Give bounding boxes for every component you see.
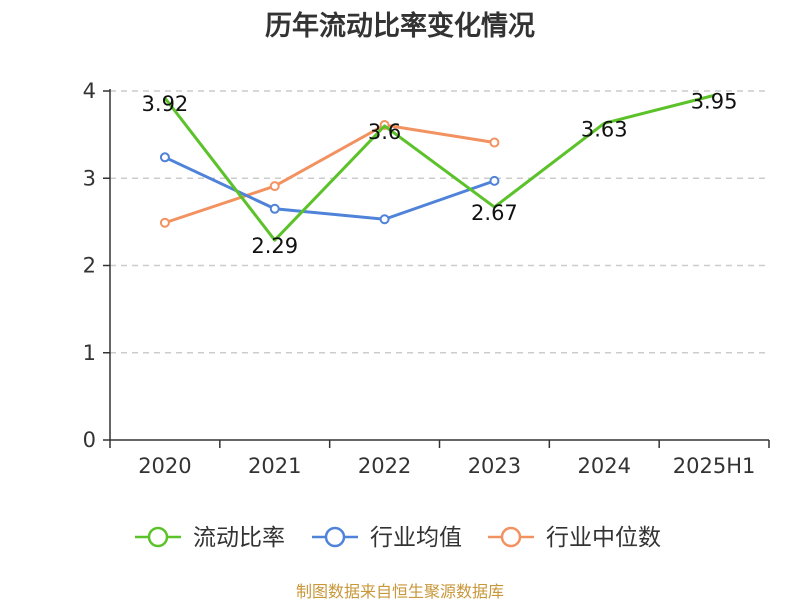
data-point bbox=[379, 214, 390, 225]
data-label: 3.95 bbox=[691, 89, 738, 113]
x-tick-label: 2021 bbox=[248, 454, 301, 478]
legend-label: 行业均值 bbox=[370, 525, 462, 551]
x-tick-label: 2025H1 bbox=[673, 454, 756, 478]
data-point bbox=[159, 152, 170, 163]
series-line-0 bbox=[163, 93, 715, 242]
legend-label: 行业中位数 bbox=[546, 525, 661, 551]
x-tick-label: 2022 bbox=[358, 454, 411, 478]
data-point bbox=[159, 217, 170, 228]
data-label: 2.29 bbox=[251, 234, 298, 258]
series-lines bbox=[159, 93, 715, 242]
y-tick-label: 1 bbox=[83, 341, 96, 365]
legend-swatch-marker bbox=[324, 526, 346, 548]
data-label: 3.6 bbox=[368, 120, 401, 144]
series-line-1 bbox=[164, 155, 495, 221]
data-label: 3.63 bbox=[581, 117, 628, 141]
data-point bbox=[489, 175, 500, 186]
y-tick-label: 0 bbox=[83, 428, 96, 452]
legend-label: 流动比率 bbox=[193, 525, 285, 551]
y-tick-label: 3 bbox=[83, 166, 96, 190]
x-tick-label: 2023 bbox=[468, 454, 521, 478]
legend-swatch-marker bbox=[500, 526, 522, 548]
series-line-2 bbox=[164, 123, 495, 225]
x-tick-label: 2024 bbox=[578, 454, 631, 478]
data-labels: 3.92 2.29 3.6 2.67 3.63 3.95 bbox=[142, 89, 738, 258]
data-point bbox=[489, 137, 500, 148]
data-label: 2.67 bbox=[471, 201, 518, 225]
data-point bbox=[269, 203, 280, 214]
legend-item[interactable]: 行业中位数 bbox=[488, 525, 661, 551]
chart-title: 历年流动比率变化情况 bbox=[265, 11, 535, 42]
legend-item[interactable]: 流动比率 bbox=[135, 525, 285, 551]
legend[interactable]: 流动比率 行业均值 行业中位数 bbox=[135, 525, 661, 551]
data-label: 3.92 bbox=[142, 92, 189, 116]
y-tick-label: 4 bbox=[83, 79, 96, 103]
axes: 0 1 2 3 4 2020 2021 2022 2023 2024 2025H1 bbox=[83, 79, 770, 478]
x-tick-label: 2020 bbox=[138, 454, 191, 478]
y-tick-label: 2 bbox=[83, 254, 96, 278]
legend-swatch-marker bbox=[147, 526, 169, 548]
data-point bbox=[269, 181, 280, 192]
legend-item[interactable]: 行业均值 bbox=[312, 525, 462, 551]
grid-lines bbox=[110, 90, 769, 354]
source-note: 制图数据来自恒生聚源数据库 bbox=[295, 582, 504, 601]
